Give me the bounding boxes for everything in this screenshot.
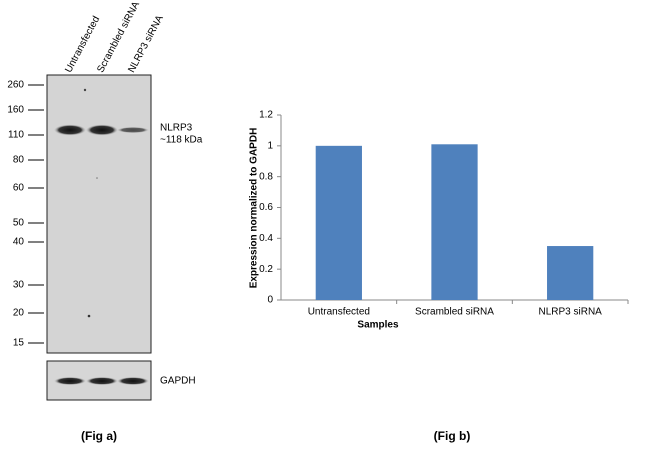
y-tick-label: 0.2 bbox=[259, 264, 273, 275]
marker-label: 260 bbox=[7, 80, 24, 91]
x-tick-label: Scrambled siRNA bbox=[415, 307, 494, 318]
speck bbox=[83, 88, 87, 92]
nlrp3-band bbox=[86, 124, 118, 136]
y-tick-label: 1.2 bbox=[259, 110, 273, 121]
gapdh-band bbox=[86, 377, 118, 385]
x-tick-label: Untransfected bbox=[308, 307, 370, 318]
marker-label: 15 bbox=[13, 338, 25, 349]
speck bbox=[87, 314, 91, 318]
y-axis-title: Expression normalized to GAPDH bbox=[249, 128, 260, 289]
bar bbox=[547, 246, 594, 300]
band-size: ~118 kDa bbox=[160, 135, 203, 146]
marker-label: 20 bbox=[13, 308, 25, 319]
x-axis-title: Samples bbox=[357, 320, 399, 331]
marker-label: 30 bbox=[13, 280, 25, 291]
nlrp3-band bbox=[117, 126, 149, 134]
speck bbox=[96, 177, 98, 179]
y-tick-label: 0.4 bbox=[259, 233, 273, 244]
nlrp3-band bbox=[54, 124, 86, 136]
bar bbox=[431, 144, 478, 300]
gapdh-band bbox=[117, 377, 149, 385]
caption: (Fig b) bbox=[434, 429, 471, 443]
marker-label: 60 bbox=[13, 183, 25, 194]
caption: (Fig a) bbox=[81, 429, 117, 443]
y-tick-label: 0.6 bbox=[259, 202, 273, 213]
marker-label: 80 bbox=[13, 155, 25, 166]
y-tick-label: 1 bbox=[267, 140, 273, 151]
bar bbox=[315, 145, 362, 300]
marker-label: 40 bbox=[13, 237, 25, 248]
band-label: NLRP3 bbox=[160, 123, 193, 134]
band-label: GAPDH bbox=[160, 376, 196, 387]
blot-panel bbox=[46, 74, 152, 354]
y-tick-label: 0.8 bbox=[259, 171, 273, 182]
x-tick-label: NLRP3 siRNA bbox=[538, 307, 602, 318]
marker-label: 110 bbox=[8, 130, 24, 141]
marker-label: 50 bbox=[13, 218, 25, 229]
gapdh-band bbox=[54, 377, 86, 385]
marker-label: 160 bbox=[7, 105, 24, 116]
y-tick-label: 0 bbox=[267, 295, 273, 306]
